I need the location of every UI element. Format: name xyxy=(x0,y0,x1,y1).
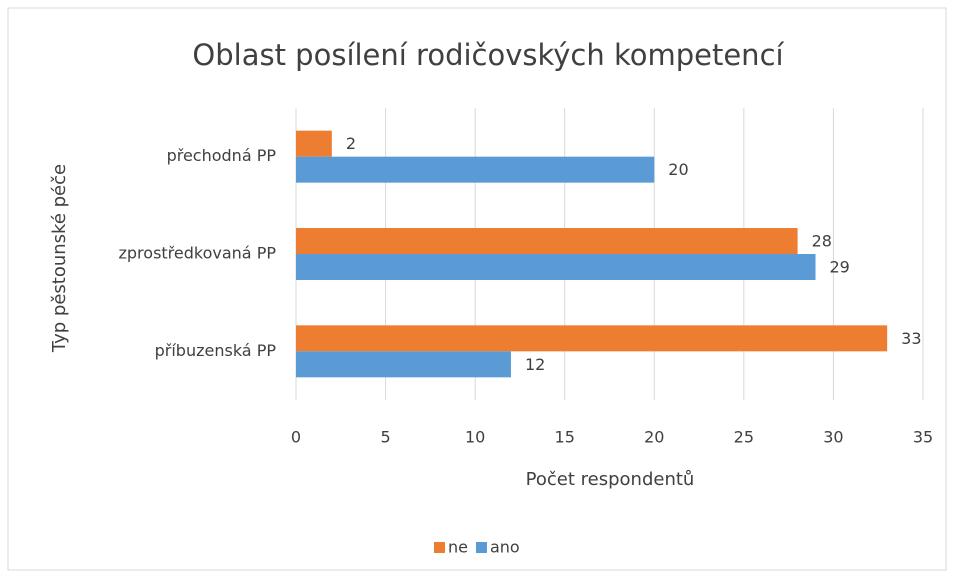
legend-label: ano xyxy=(490,538,520,557)
x-tick-label: 0 xyxy=(291,428,301,447)
x-tick-label: 25 xyxy=(734,428,754,447)
bar xyxy=(296,351,511,378)
data-label: 29 xyxy=(830,258,850,277)
legend-label: ne xyxy=(448,538,468,557)
x-tick-label: 35 xyxy=(913,428,933,447)
data-label: 12 xyxy=(525,355,545,374)
x-tick-label: 20 xyxy=(644,428,664,447)
x-tick-label: 10 xyxy=(465,428,485,447)
bar xyxy=(296,254,816,280)
bar xyxy=(296,130,332,157)
x-tick-label: 15 xyxy=(555,428,575,447)
bar xyxy=(296,325,888,352)
data-label: 2 xyxy=(346,134,356,153)
y-axis-title: Typ pěstounské péče xyxy=(49,164,70,353)
x-tick-label: 5 xyxy=(380,428,390,447)
bar xyxy=(296,228,798,254)
x-axis-title: Počet respondentů xyxy=(526,469,695,490)
y-tick-label: přechodná PP xyxy=(167,146,277,165)
chart-border xyxy=(7,7,947,571)
data-label: 33 xyxy=(901,329,921,348)
y-tick-label: zprostředkovaná PP xyxy=(119,244,277,263)
data-label: 20 xyxy=(668,160,688,179)
x-tick-label: 30 xyxy=(823,428,843,447)
legend-swatch xyxy=(475,542,487,553)
y-tick-label: příbuzenská PP xyxy=(155,341,277,360)
chart-title: Oblast posílení rodičovských kompetencí xyxy=(192,38,784,72)
legend-swatch xyxy=(434,542,445,553)
data-label: 28 xyxy=(812,232,832,251)
bar xyxy=(296,156,655,183)
